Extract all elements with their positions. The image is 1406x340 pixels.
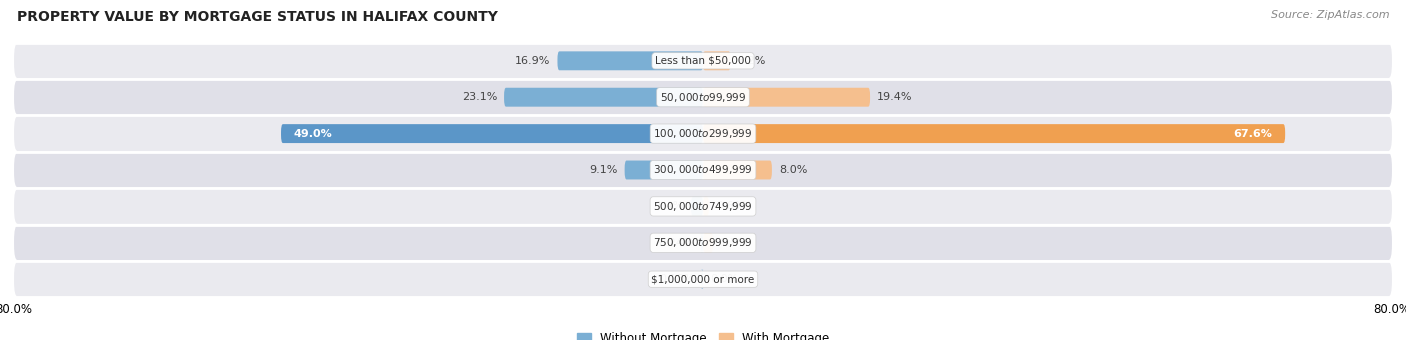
Text: 9.1%: 9.1% <box>589 165 617 175</box>
FancyBboxPatch shape <box>703 197 709 216</box>
Text: 1.4%: 1.4% <box>655 201 685 211</box>
Text: $50,000 to $99,999: $50,000 to $99,999 <box>659 91 747 104</box>
FancyBboxPatch shape <box>281 124 703 143</box>
FancyBboxPatch shape <box>702 270 703 289</box>
Text: $100,000 to $299,999: $100,000 to $299,999 <box>654 127 752 140</box>
FancyBboxPatch shape <box>703 124 1285 143</box>
Text: $1,000,000 or more: $1,000,000 or more <box>651 274 755 284</box>
Text: 0.0%: 0.0% <box>710 274 738 284</box>
Text: 19.4%: 19.4% <box>877 92 912 102</box>
Text: 8.0%: 8.0% <box>779 165 807 175</box>
Text: 1.2%: 1.2% <box>720 238 748 248</box>
Text: 0.69%: 0.69% <box>716 201 751 211</box>
FancyBboxPatch shape <box>14 43 1392 78</box>
Text: Less than $50,000: Less than $50,000 <box>655 56 751 66</box>
Text: 23.1%: 23.1% <box>461 92 498 102</box>
FancyBboxPatch shape <box>14 225 1392 260</box>
FancyBboxPatch shape <box>690 197 703 216</box>
Text: 0.24%: 0.24% <box>658 238 695 248</box>
FancyBboxPatch shape <box>14 116 1392 151</box>
FancyBboxPatch shape <box>505 88 703 107</box>
FancyBboxPatch shape <box>14 189 1392 224</box>
FancyBboxPatch shape <box>14 262 1392 297</box>
Text: PROPERTY VALUE BY MORTGAGE STATUS IN HALIFAX COUNTY: PROPERTY VALUE BY MORTGAGE STATUS IN HAL… <box>17 10 498 24</box>
FancyBboxPatch shape <box>14 153 1392 187</box>
FancyBboxPatch shape <box>703 160 772 180</box>
FancyBboxPatch shape <box>703 51 731 70</box>
Text: 0.18%: 0.18% <box>659 274 695 284</box>
Text: Source: ZipAtlas.com: Source: ZipAtlas.com <box>1271 10 1389 20</box>
Legend: Without Mortgage, With Mortgage: Without Mortgage, With Mortgage <box>572 328 834 340</box>
Text: $750,000 to $999,999: $750,000 to $999,999 <box>654 236 752 249</box>
Text: $300,000 to $499,999: $300,000 to $499,999 <box>654 164 752 176</box>
FancyBboxPatch shape <box>14 80 1392 115</box>
FancyBboxPatch shape <box>702 233 703 252</box>
Text: $500,000 to $749,999: $500,000 to $749,999 <box>654 200 752 213</box>
Text: 3.2%: 3.2% <box>738 56 766 66</box>
Text: 49.0%: 49.0% <box>294 129 333 139</box>
FancyBboxPatch shape <box>703 88 870 107</box>
FancyBboxPatch shape <box>624 160 703 180</box>
FancyBboxPatch shape <box>557 51 703 70</box>
Text: 67.6%: 67.6% <box>1233 129 1272 139</box>
Text: 16.9%: 16.9% <box>515 56 551 66</box>
FancyBboxPatch shape <box>703 233 713 252</box>
